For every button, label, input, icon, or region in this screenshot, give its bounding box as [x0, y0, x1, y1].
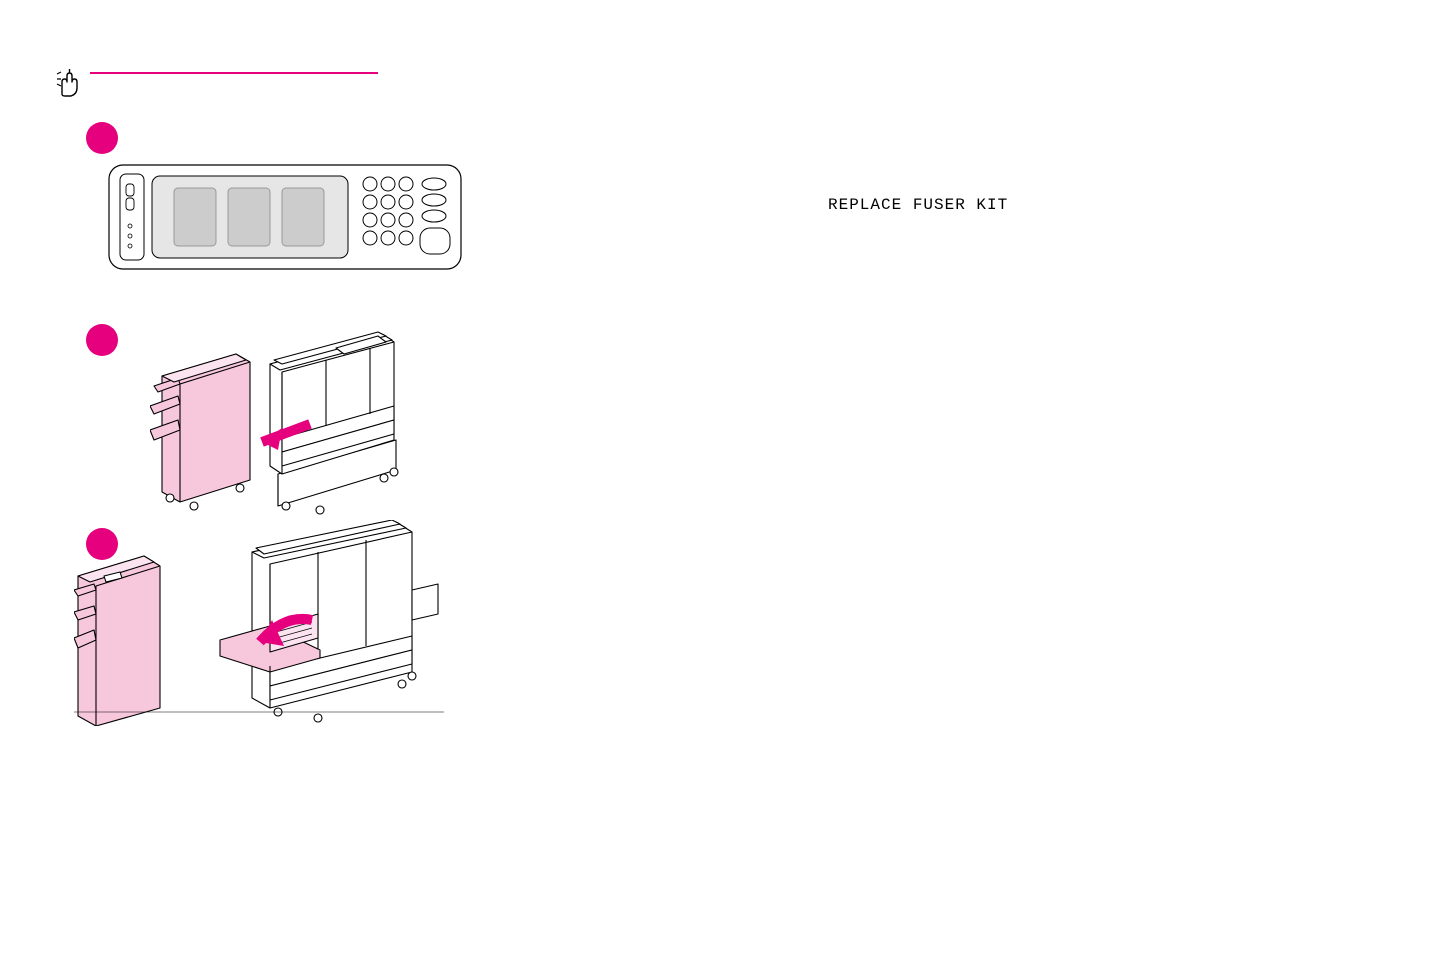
replace-fuser-kit-text: REPLACE FUSER KIT: [828, 196, 1008, 214]
lower-left-door-diagram: [74, 520, 444, 726]
pointer-hand-icon: [54, 66, 82, 98]
step-bullet-2: [86, 324, 118, 356]
finisher-separation-diagram: [150, 320, 430, 516]
section-underline: [90, 72, 378, 74]
step-bullet-1: [86, 122, 118, 154]
control-panel-diagram: [108, 164, 462, 270]
